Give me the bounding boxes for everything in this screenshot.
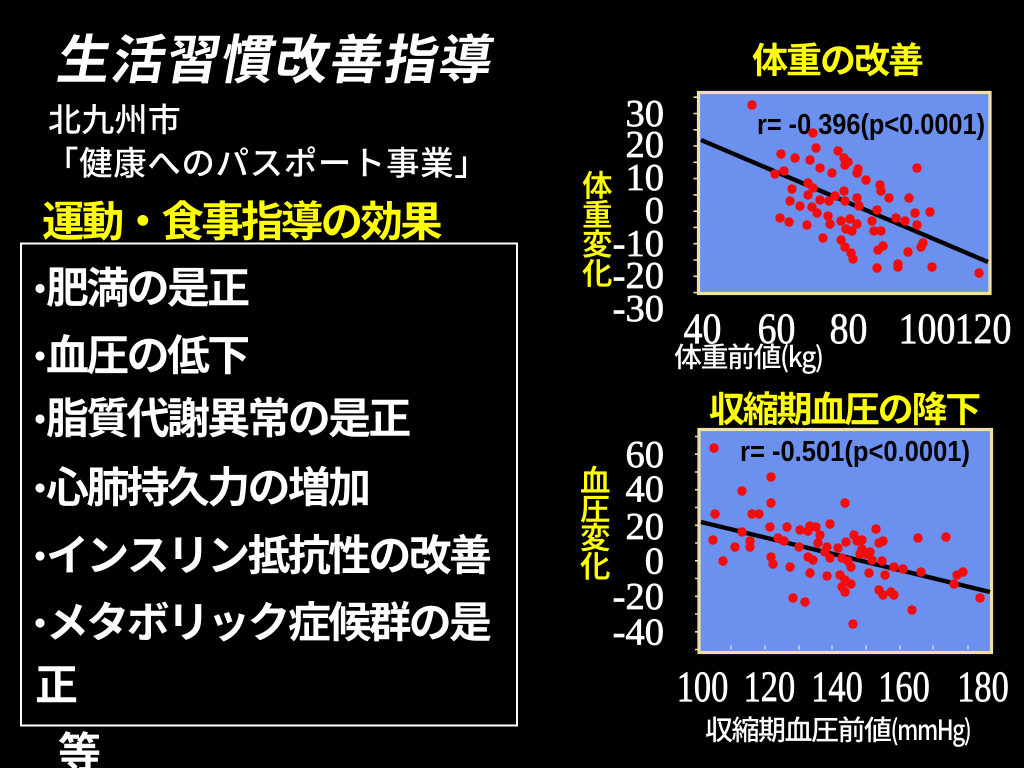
svg-text:120: 120 [955, 305, 1012, 353]
svg-text:0: 0 [645, 540, 664, 582]
svg-text:80: 80 [830, 305, 868, 353]
svg-text:-10: -10 [613, 223, 664, 265]
svg-text:180: 180 [957, 663, 1009, 710]
svg-text:0: 0 [645, 190, 664, 232]
svg-text:-30: -30 [613, 288, 664, 330]
svg-text:-20: -20 [613, 576, 664, 618]
svg-text:-40: -40 [613, 611, 664, 653]
svg-text:120: 120 [744, 663, 796, 710]
svg-text:100: 100 [899, 305, 956, 353]
svg-text:40: 40 [626, 468, 665, 510]
svg-text:20: 20 [626, 124, 665, 166]
svg-text:-20: -20 [613, 255, 664, 297]
svg-text:160: 160 [878, 663, 930, 710]
svg-text:30: 30 [626, 93, 665, 135]
svg-text:140: 140 [811, 663, 863, 710]
svg-text:r= -0.396(p<0.0001): r= -0.396(p<0.0001) [757, 109, 985, 141]
svg-text:40: 40 [684, 305, 722, 353]
svg-text:r= -0.501(p<0.0001): r= -0.501(p<0.0001) [740, 436, 970, 468]
svg-text:10: 10 [626, 157, 665, 199]
svg-text:60: 60 [758, 305, 796, 353]
svg-text:60: 60 [626, 434, 665, 476]
svg-text:100: 100 [677, 663, 729, 710]
svg-text:20: 20 [626, 506, 665, 548]
